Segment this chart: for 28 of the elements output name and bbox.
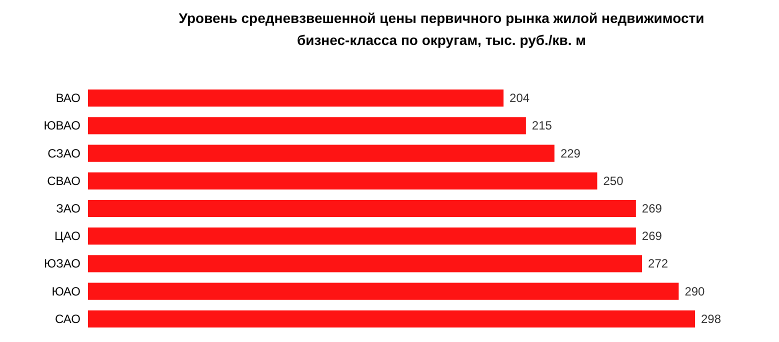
y-tick-label: САО xyxy=(55,312,80,326)
data-label: 298 xyxy=(701,312,722,326)
bar xyxy=(88,144,554,162)
data-label: 229 xyxy=(560,146,581,160)
bar xyxy=(88,255,642,272)
bar xyxy=(88,282,679,300)
data-label: 269 xyxy=(642,229,662,244)
chart-title: Уровень средневзвешенной цены первичного рынка жилой недвижимости бизнес-класса по округам, тыс. руб./кв. м xyxy=(178,10,704,48)
y-tick-label: ЗАО xyxy=(56,202,80,216)
data-label: 269 xyxy=(642,202,662,216)
bar xyxy=(88,200,636,218)
y-tick-label: ВАО xyxy=(56,91,80,106)
y-tick-label: ЮВАО xyxy=(44,118,80,133)
y-tick-label: ЦАО xyxy=(54,229,80,244)
bar xyxy=(88,310,695,328)
data-label: 272 xyxy=(648,256,668,271)
bar xyxy=(88,228,636,245)
bar xyxy=(88,117,526,134)
data-label: 290 xyxy=(684,284,706,298)
data-label: 215 xyxy=(532,118,552,133)
y-tick-label: СВАО xyxy=(47,174,80,188)
y-tick-label: СЗАО xyxy=(48,146,80,160)
y-tick-label: ЮАО xyxy=(52,284,80,298)
bar xyxy=(88,172,598,190)
data-label: 250 xyxy=(603,174,624,188)
data-label: 204 xyxy=(510,91,530,106)
bar xyxy=(88,90,504,107)
y-tick-label: ЮЗАО xyxy=(44,256,80,271)
